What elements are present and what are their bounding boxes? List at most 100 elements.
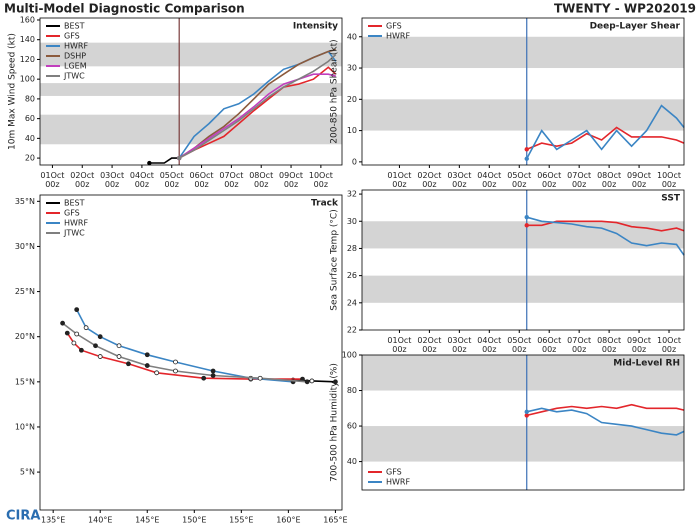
y-tick-label: 10°N xyxy=(15,422,35,431)
track-point xyxy=(257,375,263,381)
figure-title: Multi-Model Diagnostic Comparison xyxy=(4,2,245,16)
start-point xyxy=(176,155,182,161)
y-axis-label: Sea Surface Temp (°C) xyxy=(330,209,340,310)
x-tick-label: 06Oct 00z xyxy=(537,171,561,189)
y-tick-label: 80 xyxy=(25,94,35,103)
y-tick-label: 10 xyxy=(347,126,357,135)
x-tick-label: 10Oct 00z xyxy=(309,171,333,189)
x-tick-label: 09Oct 00z xyxy=(627,336,651,354)
series-line xyxy=(526,407,685,436)
x-tick-label: 07Oct 00z xyxy=(567,336,591,354)
x-tick-label: 07Oct 00z xyxy=(567,171,591,189)
track-point xyxy=(64,330,70,336)
x-tick-label: 165°E xyxy=(323,516,347,525)
plot-frame xyxy=(39,17,343,166)
x-tick-label: 07Oct 00z xyxy=(219,171,243,189)
x-tick-label: 03Oct 00z xyxy=(447,171,471,189)
y-tick-label: 35°N xyxy=(15,197,35,206)
legend-label: HWRF xyxy=(64,42,88,51)
x-tick-label: 160°E xyxy=(276,516,300,525)
start-point xyxy=(524,413,529,418)
x-tick-label: 01Oct 00z xyxy=(387,171,411,189)
x-tick-label: 08Oct 00z xyxy=(597,171,621,189)
legend-label: GFS xyxy=(386,22,402,31)
track-point xyxy=(300,376,305,382)
band xyxy=(362,275,684,303)
track-point xyxy=(74,331,80,337)
track-point xyxy=(173,359,178,365)
x-tick-label: 10Oct 00z xyxy=(657,171,681,189)
y-tick-label: 160 xyxy=(20,15,35,24)
track-point xyxy=(210,373,216,378)
band xyxy=(362,36,684,69)
legend-label: BEST xyxy=(64,199,85,208)
panel-title: Intensity xyxy=(293,22,338,32)
y-tick-label: 120 xyxy=(20,55,35,64)
start-point xyxy=(524,147,529,152)
track-point xyxy=(93,343,98,349)
y-tick-label: 30 xyxy=(347,64,357,73)
band xyxy=(40,42,342,67)
plot-frame xyxy=(361,354,685,491)
track-point xyxy=(154,370,160,376)
legend-label: HWRF xyxy=(386,32,410,41)
panel-title: SST xyxy=(661,194,681,204)
legend-label: DSHP xyxy=(64,52,86,61)
legend-label: LGEM xyxy=(64,62,87,71)
track-point xyxy=(71,340,77,346)
y-axis-label: 10m Max Wind Speed (kt) xyxy=(8,33,18,150)
series-line xyxy=(178,73,337,159)
track-point xyxy=(60,320,65,326)
y-tick-label: 30 xyxy=(347,217,357,226)
y-tick-label: 20 xyxy=(347,95,357,104)
y-tick-label: 60 xyxy=(347,422,357,431)
panel-title: Track xyxy=(311,199,339,209)
x-tick-label: 01Oct 00z xyxy=(40,171,64,189)
track-point xyxy=(210,368,216,374)
y-tick-label: 32 xyxy=(347,190,357,199)
x-tick-label: 04Oct 00z xyxy=(477,171,501,189)
x-tick-label: 145°E xyxy=(135,516,159,525)
x-tick-label: 02Oct 00z xyxy=(417,336,441,354)
x-tick-label: 155°E xyxy=(229,516,253,525)
track-point xyxy=(309,378,315,384)
x-tick-label: 05Oct 00z xyxy=(507,171,531,189)
x-tick-label: 05Oct 00z xyxy=(160,171,184,189)
x-tick-label: 09Oct 00z xyxy=(627,171,651,189)
start-point xyxy=(524,156,529,161)
y-tick-label: 40 xyxy=(347,457,357,466)
plot-area xyxy=(362,190,684,330)
plot-frame xyxy=(361,17,685,166)
band xyxy=(40,114,342,145)
storm-id: TWENTY - WP202019 xyxy=(554,2,696,16)
track-point xyxy=(83,325,89,331)
x-tick-label: 10Oct 00z xyxy=(657,336,681,354)
series-line xyxy=(178,66,337,159)
track-point xyxy=(333,379,338,385)
legend-label: BEST xyxy=(64,22,85,31)
y-tick-label: 100 xyxy=(342,351,357,360)
x-tick-label: 08Oct 00z xyxy=(597,336,621,354)
x-tick-label: 04Oct 00z xyxy=(477,336,501,354)
series-line xyxy=(525,104,685,160)
plot-frame xyxy=(39,194,343,511)
legend-label: HWRF xyxy=(64,219,88,228)
y-tick-label: 22 xyxy=(347,326,357,335)
y-tick-label: 40 xyxy=(25,134,35,143)
series-line xyxy=(178,48,336,159)
track-point xyxy=(97,354,103,359)
x-tick-label: 03Oct 00z xyxy=(100,171,124,189)
track-point xyxy=(144,363,150,368)
track-point xyxy=(126,361,131,367)
x-tick-label: 02Oct 00z xyxy=(417,171,441,189)
legend-label: GFS xyxy=(386,468,402,477)
legend-label: JTWC xyxy=(63,229,85,238)
y-tick-label: 60 xyxy=(25,114,35,123)
y-tick-label: 26 xyxy=(347,271,357,280)
y-axis-label: 700-500 hPa Humidity (%) xyxy=(330,363,340,482)
legend-label: JTWC xyxy=(63,72,85,81)
band xyxy=(362,426,684,462)
x-tick-label: 04Oct 00z xyxy=(130,171,154,189)
y-tick-label: 25°N xyxy=(15,287,35,296)
